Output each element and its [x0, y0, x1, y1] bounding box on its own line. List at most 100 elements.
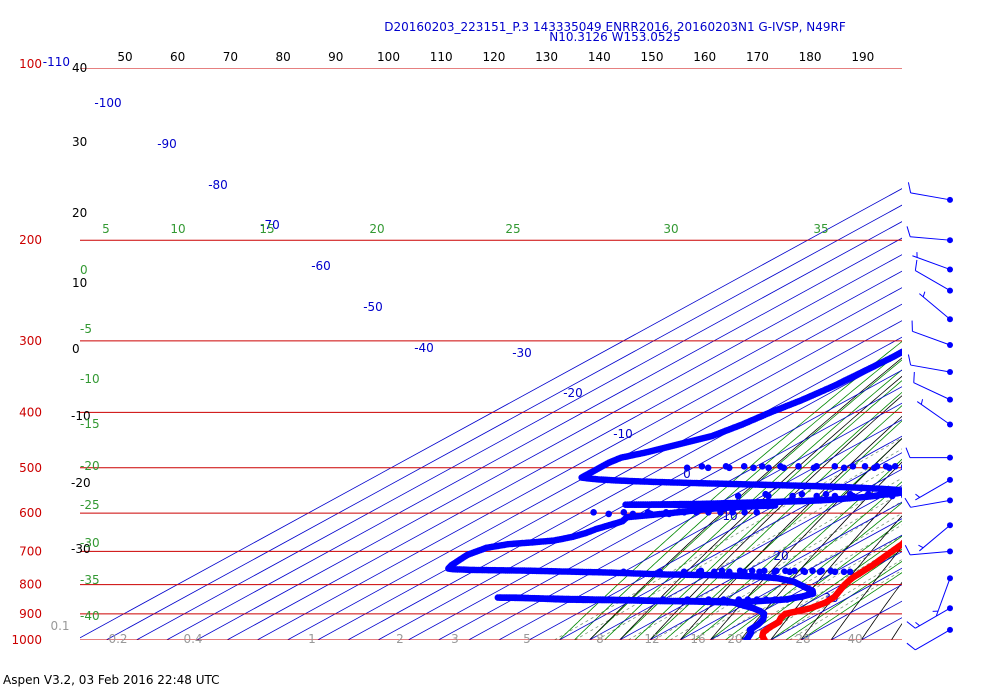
- moist-adiabat-top-label: 30: [663, 222, 678, 236]
- temperature-point: [913, 526, 920, 533]
- dry-adiabat-label: 20: [72, 206, 87, 220]
- temperature-point: [983, 465, 990, 472]
- temperature-point: [921, 518, 928, 525]
- dewpoint-point: [765, 464, 772, 472]
- isotherm-label: -70: [260, 218, 280, 232]
- dewpoint-point: [680, 568, 688, 576]
- isotherm-line: [166, 237, 902, 640]
- top-temperature-label: 180: [799, 50, 822, 64]
- temperature-point: [967, 482, 974, 489]
- temperature-point: [933, 510, 940, 517]
- dewpoint-point: [791, 567, 798, 575]
- dry-adiabat-line: [952, 68, 1000, 640]
- dewpoint-point: [978, 307, 985, 314]
- dewpoint-point: [822, 490, 830, 498]
- wind-barb-flag: [904, 545, 911, 556]
- dewpoint-point: [906, 345, 913, 352]
- dewpoint-point: [846, 490, 854, 498]
- moist-adiabat-top-label: 25: [505, 222, 520, 236]
- dewpoint-point: [710, 568, 718, 576]
- temperature-point: [912, 527, 919, 534]
- moist-adiabat-line: [725, 502, 902, 640]
- isotherm-line: [498, 419, 902, 640]
- temperature-point: [989, 460, 996, 467]
- dewpoint-point: [956, 465, 963, 472]
- moist-adiabat-label: -5: [80, 322, 92, 336]
- dewpoint-point: [762, 490, 769, 498]
- moist-adiabat-label: -35: [80, 573, 100, 587]
- mixing-ratio-label: 0.4: [183, 632, 202, 646]
- isotherm-line: [257, 287, 902, 640]
- dry-adiabat-line: [830, 546, 902, 640]
- dewpoint-point: [849, 463, 857, 470]
- dewpoint-point: [991, 300, 998, 307]
- isotherm-label: 20: [773, 549, 788, 563]
- dewpoint-point: [680, 509, 688, 516]
- moist-adiabat-top-label: 20: [369, 222, 384, 236]
- dewpoint-point: [974, 309, 981, 316]
- top-temperature-label: 110: [430, 50, 453, 64]
- top-temperature-label: 160: [693, 50, 716, 64]
- dewpoint-point: [968, 465, 975, 472]
- dewpoint-point: [865, 490, 872, 498]
- dewpoint-point: [873, 463, 881, 470]
- wind-barb-half: [918, 544, 924, 549]
- dewpoint-point: [753, 509, 760, 516]
- isotherm-line: [710, 534, 902, 640]
- top-temperature-label: 60: [170, 50, 185, 64]
- moist-adiabat-line: [785, 560, 902, 640]
- temperature-point: [900, 539, 902, 546]
- mixing-ratio-label: 12: [644, 632, 659, 646]
- mixing-ratio-line: [574, 448, 902, 640]
- dewpoint-point: [912, 342, 919, 349]
- wind-barb-half: [922, 291, 926, 297]
- dewpoint-point: [620, 568, 627, 576]
- temperature-point: [939, 505, 946, 512]
- dewpoint-point: [827, 567, 834, 575]
- dewpoint-point: [729, 509, 736, 516]
- temperature-point: [908, 532, 915, 539]
- isotherm-line: [861, 617, 902, 640]
- mixing-ratio-label: 3: [451, 632, 459, 646]
- temperature-point: [992, 457, 999, 464]
- dewpoint-point: [665, 510, 673, 518]
- dewpoint-point: [902, 347, 909, 354]
- temperature-point: [923, 517, 930, 524]
- temperature-point: [966, 484, 973, 491]
- pressure-tick-label: 700: [19, 544, 42, 558]
- dewpoint-point: [913, 341, 920, 348]
- dry-adiabat-line: [982, 68, 1000, 640]
- wind-barb-shaft: [935, 578, 951, 617]
- temperature-point: [971, 478, 978, 485]
- moist-adiabat-top-label: 15: [259, 222, 274, 236]
- top-temperature-label: 50: [117, 50, 132, 64]
- dewpoint-point: [705, 509, 712, 516]
- dewpoint-point: [590, 509, 597, 516]
- sounding-profiles: [445, 300, 999, 640]
- isotherm-label: -10: [613, 427, 633, 441]
- dewpoint-point: [889, 490, 896, 498]
- dewpoint-point: [840, 464, 848, 472]
- dewpoint-point: [968, 313, 975, 320]
- dewpoint-point: [818, 567, 825, 575]
- pressure-tick-label: 800: [19, 578, 42, 592]
- temperature-point: [916, 523, 923, 530]
- dry-adiabat-line: [860, 581, 902, 640]
- temperature-point: [954, 494, 961, 501]
- mixing-ratio-label: 20: [727, 632, 742, 646]
- temperature-point: [969, 481, 976, 488]
- moist-adiabat-label: -40: [80, 609, 100, 623]
- dewpoint-point: [809, 567, 816, 575]
- wind-barb-shaft: [910, 364, 951, 373]
- dewpoint-point: [910, 343, 917, 350]
- dewpoint-point: [938, 328, 945, 335]
- temperature-point: [941, 504, 948, 511]
- dry-adiabat-label: 0: [72, 342, 80, 356]
- isotherm-line: [226, 270, 902, 640]
- top-temperature-label: 80: [275, 50, 290, 64]
- pressure-tick-label: 600: [19, 506, 42, 520]
- mixing-ratio-label: 28: [795, 632, 810, 646]
- dewpoint-point: [901, 493, 902, 499]
- dewpoint-point: [741, 509, 748, 516]
